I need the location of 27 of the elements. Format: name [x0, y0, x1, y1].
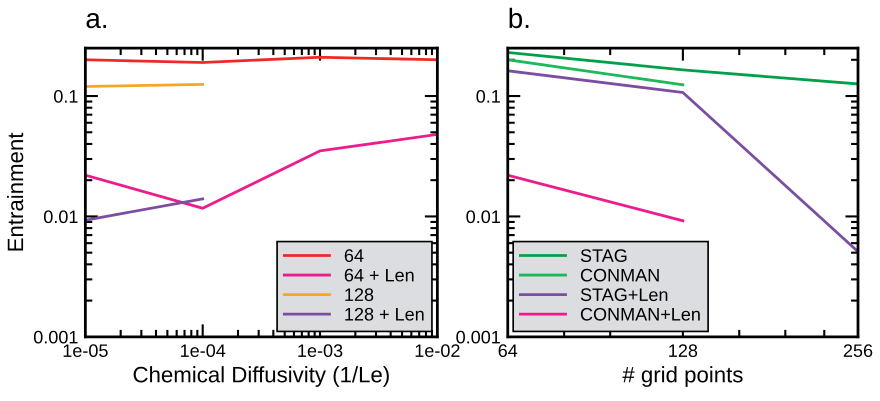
x-tick-label: 256 — [844, 344, 872, 358]
x-tick-label: 1e-04 — [180, 344, 226, 358]
x-axis-title: Chemical Diffusivity (1/Le) — [134, 366, 389, 387]
legend-label: 128 + Len — [345, 308, 424, 321]
chart-title: a. — [86, 12, 106, 28]
legend-label: STAG — [580, 249, 626, 262]
legend-label: 128 — [345, 288, 374, 302]
chart-title: b. — [510, 8, 528, 28]
legend-label: CONMAN — [580, 268, 659, 282]
x-axis-title: # grid points — [622, 366, 743, 387]
y-tick-label: 0.001 — [456, 330, 500, 344]
x-tick-label: 1e-05 — [64, 344, 108, 358]
y-tick-label: 0.01 — [44, 210, 78, 224]
line-series — [85, 133, 438, 210]
y-tick-label: 0.001 — [34, 330, 78, 344]
legend-label: 64 — [344, 249, 364, 262]
legend-label: STAG+Len — [580, 288, 668, 302]
y-tick-label: 0.1 — [476, 90, 500, 103]
x-tick-label: 1e-03 — [298, 344, 342, 358]
legend-label: CONMAN+Len — [580, 308, 700, 321]
x-tick-label: 128 — [669, 344, 698, 358]
y-tick-label: 0.1 — [54, 90, 78, 103]
y-axis-title: Entrainment — [6, 132, 24, 251]
x-tick-label: 1e-02 — [416, 344, 460, 358]
legend-label: 64 + Len — [344, 268, 414, 282]
x-tick-label: 64 — [498, 344, 518, 358]
y-tick-label: 0.01 — [466, 210, 500, 224]
